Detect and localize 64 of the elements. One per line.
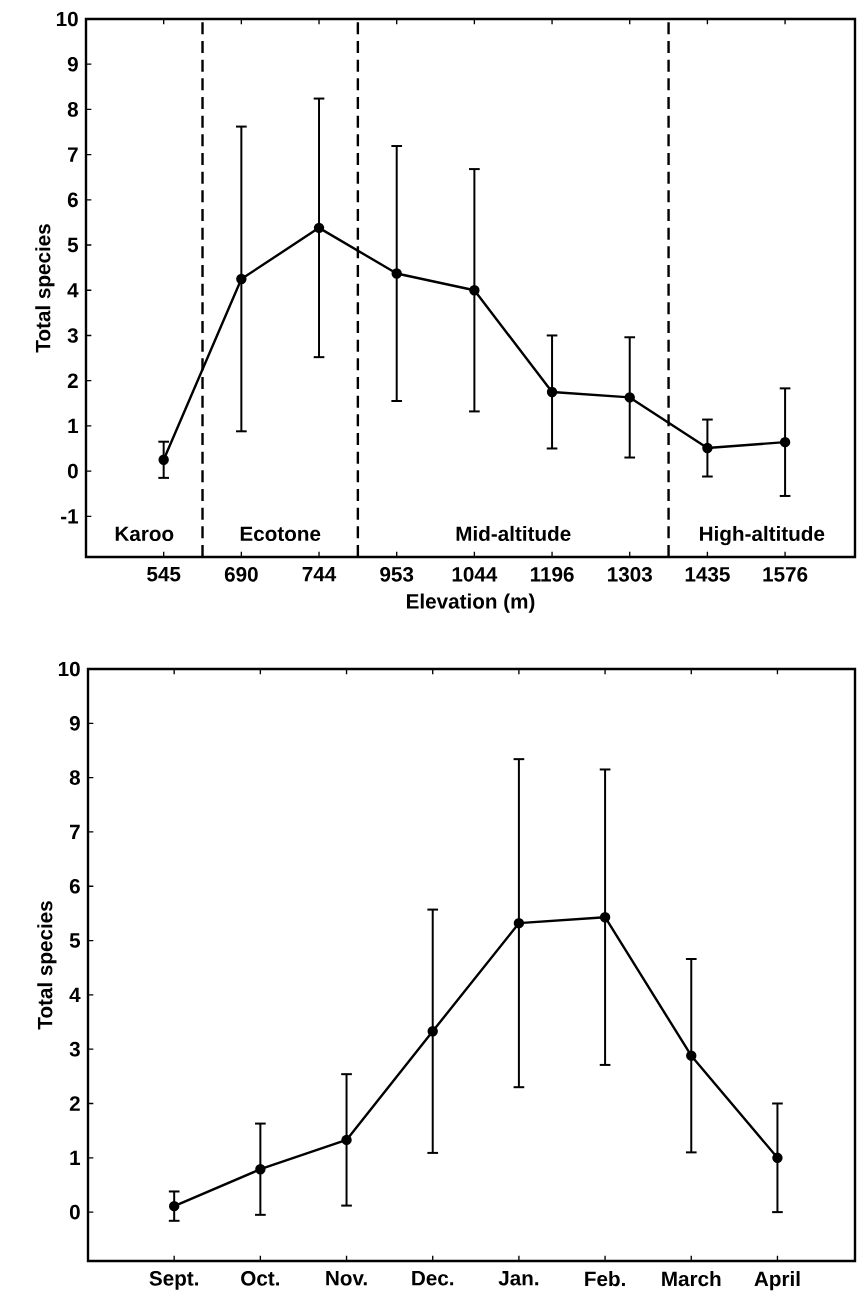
y-tick-label: 8 — [67, 102, 78, 117]
y-tick-label: 9 — [69, 715, 80, 731]
y-tick-label: 5 — [67, 237, 79, 253]
y-tick-label: 7 — [70, 824, 80, 840]
y-tick-label: 3 — [69, 1041, 80, 1057]
x-tick-label: Dec. — [412, 1271, 454, 1286]
point — [686, 1050, 697, 1061]
y-tick-label: 8 — [69, 770, 80, 785]
y-tick-label: -1 — [61, 509, 79, 524]
point — [391, 268, 402, 279]
point — [624, 392, 635, 403]
y-tick-label: 6 — [69, 878, 80, 894]
y-tick-label: 6 — [67, 192, 78, 208]
y-tick-label: 4 — [69, 987, 81, 1002]
point — [158, 454, 169, 465]
annotation: Ecotone — [240, 526, 321, 542]
point — [469, 285, 480, 296]
point — [168, 1200, 180, 1212]
point — [427, 1026, 438, 1037]
point — [779, 436, 791, 448]
annotation: High-altitude — [700, 525, 825, 546]
x-tick-label: Jan. — [498, 1271, 539, 1286]
point — [513, 917, 525, 929]
x-tick-label: 1303 — [608, 567, 652, 582]
x-tick-label: 1576 — [763, 567, 808, 582]
y-tick-label: 1 — [70, 1150, 81, 1165]
x-tick-label: Sept. — [149, 1271, 199, 1290]
y-tick-label: 4 — [67, 283, 79, 298]
y-tick-label: 2 — [69, 1096, 80, 1111]
annotation: Mid-altitude — [456, 525, 571, 542]
y-tick-label: 7 — [68, 147, 78, 162]
point — [599, 912, 611, 923]
point — [772, 1152, 783, 1163]
x-tick-label: March — [662, 1271, 721, 1287]
x-tick-label: 545 — [147, 567, 181, 582]
point — [702, 442, 713, 454]
point — [255, 1164, 266, 1175]
y-tick-label: 1 — [68, 418, 79, 433]
x-tick-label: 1435 — [685, 567, 730, 582]
y-tick-label: 10 — [58, 661, 80, 677]
y-tick-label: 0 — [69, 1204, 80, 1220]
x-tick-label: Feb. — [585, 1271, 625, 1287]
x-tick-label: 953 — [380, 567, 414, 582]
x-tick-label: 1196 — [530, 567, 574, 582]
y-tick-label: 2 — [67, 373, 78, 388]
y-tick-label: 5 — [69, 933, 81, 948]
annotation: Karoo — [115, 526, 174, 542]
x-tick-label: April — [754, 1271, 800, 1291]
x-tick-label: 744 — [302, 567, 337, 582]
y-axis-title: Total species — [37, 901, 57, 1030]
y-tick-label: 9 — [67, 56, 78, 72]
x-tick-label: 1044 — [452, 567, 498, 582]
x-tick-label: Oct. — [241, 1271, 280, 1286]
y-tick-label: 0 — [67, 463, 78, 479]
x-axis-title: Elevation (m) — [406, 593, 535, 613]
y-tick-label: 3 — [67, 328, 78, 343]
y-axis-title: Total species — [35, 224, 55, 353]
point — [341, 1134, 352, 1146]
point — [546, 386, 558, 398]
x-tick-label: Nov. — [326, 1271, 367, 1286]
point — [313, 222, 325, 234]
y-tick-label: 10 — [56, 11, 78, 27]
x-tick-label: 690 — [224, 567, 258, 582]
point — [236, 273, 247, 285]
